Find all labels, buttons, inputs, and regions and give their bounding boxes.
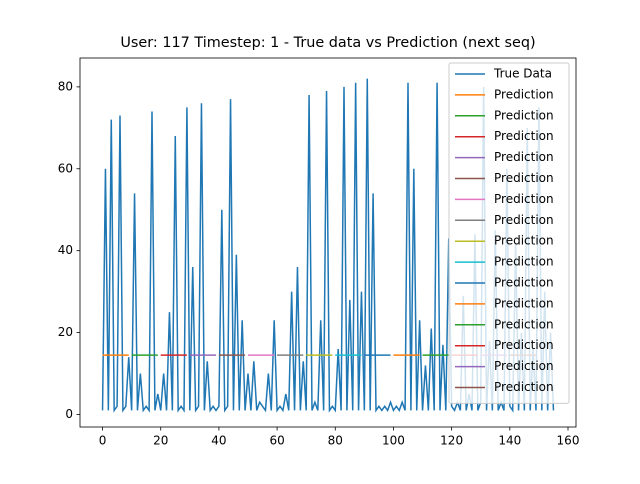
legend-label: True Data [493, 67, 552, 81]
legend-label: Prediction [494, 108, 554, 122]
legend-label: Prediction [494, 296, 554, 310]
legend-label: Prediction [494, 255, 554, 269]
legend-box [448, 62, 570, 404]
x-tick-label: 80 [328, 434, 343, 448]
x-tick-label: 20 [153, 434, 168, 448]
y-tick-label: 80 [58, 79, 73, 93]
x-tick-label: 160 [557, 434, 580, 448]
x-tick-label: 100 [382, 434, 405, 448]
axes-frame [79, 57, 577, 428]
y-tick-label: 20 [58, 325, 73, 339]
legend-label: Prediction [494, 87, 554, 101]
legend-label: Prediction [494, 129, 554, 143]
x-tick-label: 120 [440, 434, 463, 448]
y-tick-label: 60 [58, 161, 73, 175]
x-tick-label: 140 [498, 434, 521, 448]
legend-label: Prediction [494, 380, 554, 394]
legend-label: Prediction [494, 338, 554, 352]
y-tick-label: 0 [65, 407, 73, 421]
legend-label: Prediction [494, 213, 554, 227]
y-tick-label: 40 [58, 243, 73, 257]
legend-label: Prediction [494, 276, 554, 290]
legend-label: Prediction [494, 317, 554, 331]
chart-title: User: 117 Timestep: 1 - True data vs Pre… [120, 35, 535, 51]
legend-label: Prediction [494, 192, 554, 206]
legend-label: Prediction [494, 171, 554, 185]
legend-label: Prediction [494, 234, 554, 248]
x-tick-label: 40 [211, 434, 226, 448]
legend-label: Prediction [494, 359, 554, 373]
legend-label: Prediction [494, 150, 554, 164]
x-tick-label: 60 [269, 434, 284, 448]
series-line [101, 78, 555, 413]
x-tick-label: 0 [99, 434, 107, 448]
